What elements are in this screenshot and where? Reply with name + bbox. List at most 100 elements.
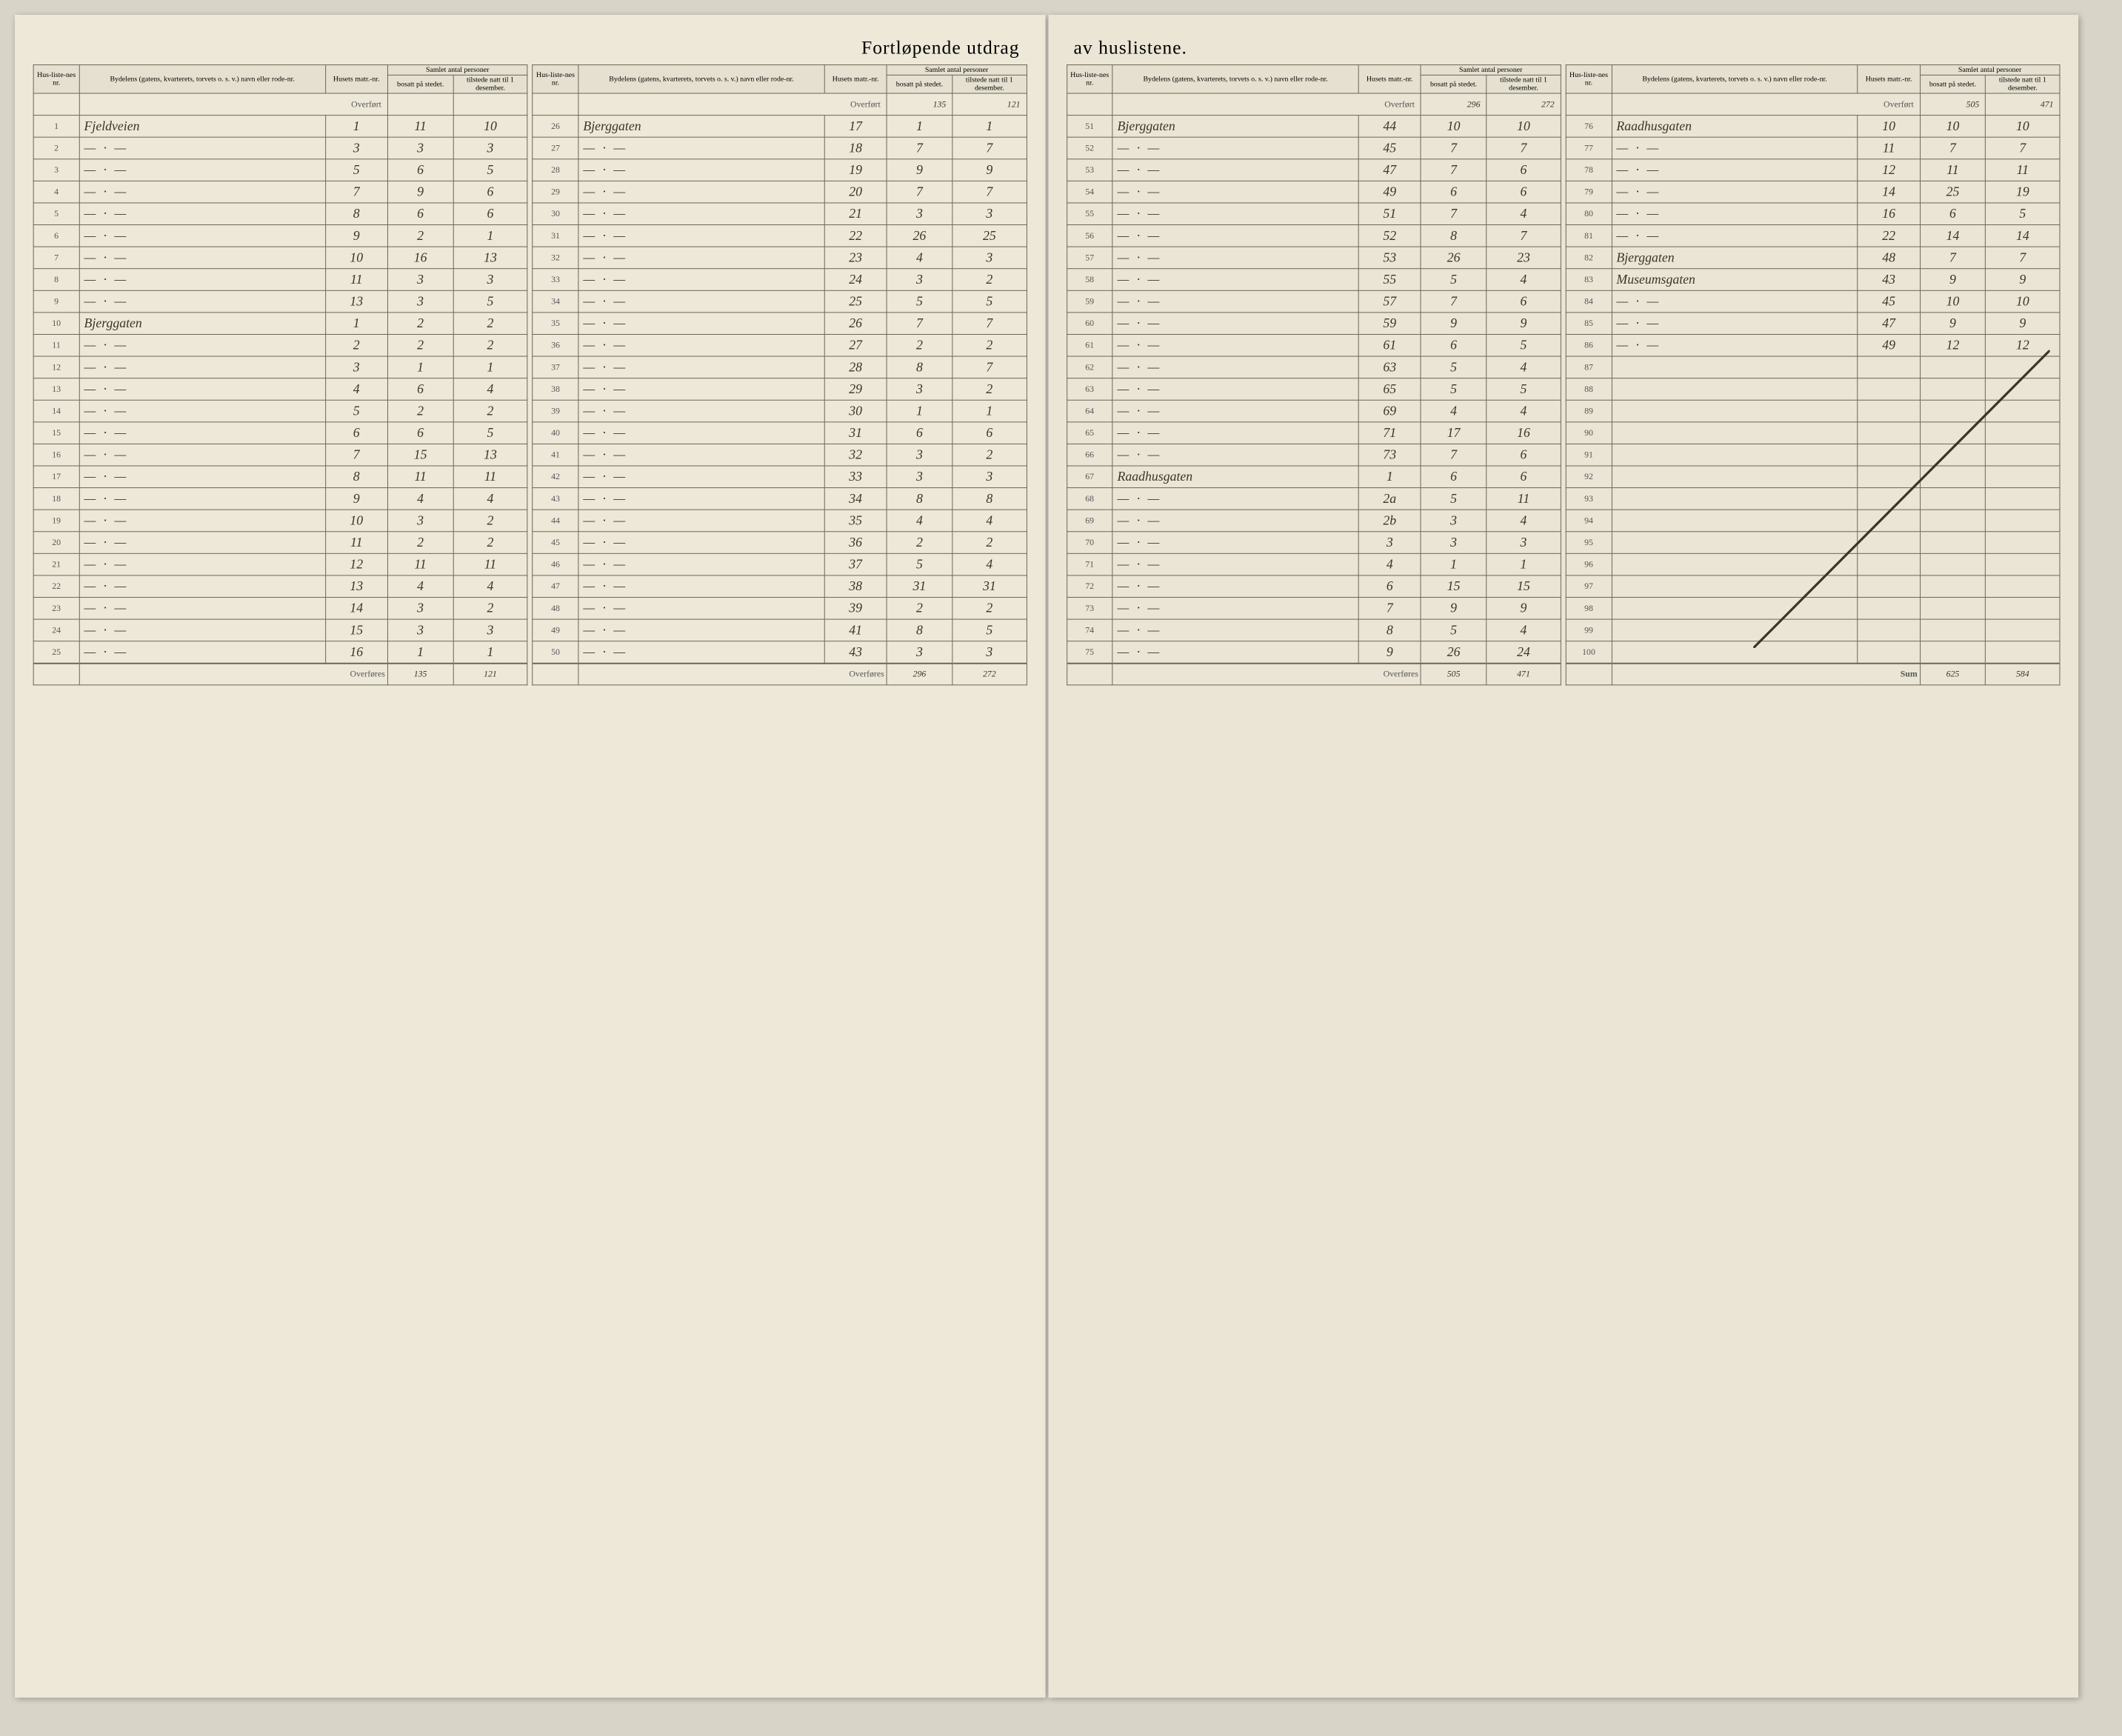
cell-tilstede: 6 <box>952 422 1027 444</box>
cell-tilstede: 10 <box>1986 116 2060 138</box>
cell-matr: 43 <box>1858 269 1920 291</box>
table-row: 42— · —3333 <box>533 466 1027 488</box>
cell-tilstede: 2 <box>453 313 527 335</box>
cell-bosatt: 2 <box>887 334 952 356</box>
cell-matr: 6 <box>325 422 387 444</box>
cell-nr: 85 <box>1566 313 1612 335</box>
cell-name-ditto: — · — <box>1112 290 1358 313</box>
table-row: 72— · —61515 <box>1067 575 1561 598</box>
cell-tilstede: 3 <box>952 203 1027 225</box>
cell-tilstede: 4 <box>453 488 527 510</box>
sum-tilstede: 584 <box>1986 663 2060 685</box>
cell-tilstede: 4 <box>453 575 527 598</box>
cell-name-ditto: — · — <box>578 422 824 444</box>
cell-tilstede: 8 <box>952 488 1027 510</box>
cell-bosatt: 2 <box>387 334 453 356</box>
cell-name <box>1612 510 1858 532</box>
cell-bosatt: 6 <box>887 422 952 444</box>
cell-name-ditto: — · — <box>79 181 325 203</box>
cell-nr: 28 <box>533 159 578 181</box>
cell-matr: 55 <box>1358 269 1421 291</box>
cell-name-ditto: — · — <box>1112 641 1358 664</box>
cell-name-ditto: — · — <box>578 356 824 378</box>
cell-bosatt: 6 <box>387 203 453 225</box>
table-row: 88 <box>1566 378 2060 401</box>
cell-nr: 91 <box>1566 444 1612 466</box>
cell-tilstede: 16 <box>1487 422 1561 444</box>
cell-bosatt: 3 <box>387 290 453 313</box>
cell-bosatt: 11 <box>1920 159 1986 181</box>
cell-nr: 22 <box>33 575 79 598</box>
cell-nr: 60 <box>1067 313 1112 335</box>
header-group: Samlet antal personer <box>1421 65 1561 76</box>
cell-matr: 7 <box>1358 598 1421 620</box>
cell-bosatt: 7 <box>1421 137 1487 159</box>
table-row: 5— · —866 <box>33 203 527 225</box>
header-group: Samlet antal personer <box>387 65 527 76</box>
cell-bosatt: 12 <box>1920 334 1986 356</box>
table-row: 29— · —2077 <box>533 181 1027 203</box>
cell-name-ditto: — · — <box>79 641 325 664</box>
cell-tilstede: 3 <box>952 466 1027 488</box>
cell-nr: 95 <box>1566 532 1612 554</box>
cell-bosatt <box>1920 488 1986 510</box>
cell-name-ditto: — · — <box>578 137 824 159</box>
header-matr: Husets matr.-nr. <box>824 65 887 93</box>
cell-bosatt: 3 <box>887 378 952 401</box>
cell-tilstede: 1 <box>1487 553 1561 575</box>
cell-nr: 5 <box>33 203 79 225</box>
cell-matr: 2 <box>325 334 387 356</box>
table-row: 79— · —142519 <box>1566 181 2060 203</box>
cell-name-ditto: — · — <box>79 269 325 291</box>
cell-nr: 98 <box>1566 598 1612 620</box>
cell-matr <box>1858 598 1920 620</box>
cell-nr: 16 <box>33 444 79 466</box>
table-row: 46— · —3754 <box>533 553 1027 575</box>
cell-bosatt: 26 <box>887 225 952 247</box>
table-row: 14— · —522 <box>33 400 527 422</box>
overfores-bosatt: 296 <box>887 663 952 685</box>
cell-name <box>1612 422 1858 444</box>
cell-tilstede: 25 <box>952 225 1027 247</box>
cell-matr: 65 <box>1358 378 1421 401</box>
cell-name <box>1612 532 1858 554</box>
cell-matr: 4 <box>325 378 387 401</box>
cell-nr: 56 <box>1067 225 1112 247</box>
cell-tilstede: 5 <box>1487 334 1561 356</box>
header-matr: Husets matr.-nr. <box>1858 65 1920 93</box>
cell-nr: 96 <box>1566 553 1612 575</box>
cell-name: Fjeldveien <box>79 116 325 138</box>
table-row: 6— · —921 <box>33 225 527 247</box>
cell-matr: 26 <box>824 313 887 335</box>
cell-name-ditto: — · — <box>79 334 325 356</box>
cell-matr: 7 <box>325 444 387 466</box>
cell-name-ditto: — · — <box>1112 313 1358 335</box>
cell-name-ditto: — · — <box>578 466 824 488</box>
cell-bosatt: 2 <box>387 400 453 422</box>
table-row: 23— · —1432 <box>33 598 527 620</box>
cell-bosatt: 3 <box>887 269 952 291</box>
cell-name: Raadhusgaten <box>1112 466 1358 488</box>
cell-bosatt: 4 <box>887 247 952 269</box>
table-row: 77— · —1177 <box>1566 137 2060 159</box>
cell-tilstede: 2 <box>952 378 1027 401</box>
cell-name: Raadhusgaten <box>1612 116 1858 138</box>
cell-tilstede: 4 <box>952 510 1027 532</box>
ledger-table: Hus-liste-nes nr.Bydelens (gatens, kvart… <box>532 64 1027 685</box>
cell-bosatt: 16 <box>387 247 453 269</box>
cell-nr: 57 <box>1067 247 1112 269</box>
cell-nr: 69 <box>1067 510 1112 532</box>
header-tilstede: tilstede natt til 1 desember. <box>952 75 1027 93</box>
cell-bosatt: 2 <box>387 313 453 335</box>
cell-matr: 39 <box>824 598 887 620</box>
table-row: 40— · —3166 <box>533 422 1027 444</box>
cell-nr: 58 <box>1067 269 1112 291</box>
cell-matr: 71 <box>1358 422 1421 444</box>
cell-matr: 28 <box>824 356 887 378</box>
cell-name-ditto: — · — <box>578 532 824 554</box>
cell-bosatt: 6 <box>1421 466 1487 488</box>
cell-matr: 12 <box>325 553 387 575</box>
table-row: 3— · —565 <box>33 159 527 181</box>
sum-bosatt: 625 <box>1920 663 1986 685</box>
cell-bosatt: 15 <box>387 444 453 466</box>
